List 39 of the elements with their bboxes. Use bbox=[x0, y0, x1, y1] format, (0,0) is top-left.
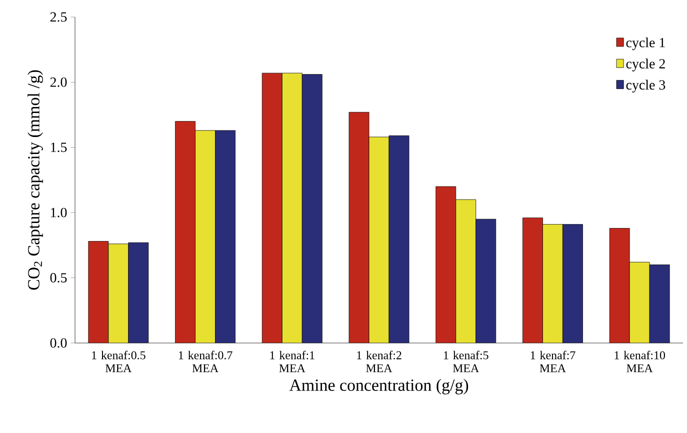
bar bbox=[195, 130, 216, 343]
bar bbox=[282, 73, 302, 343]
bar bbox=[456, 200, 476, 343]
y-tick-label: 0.5 bbox=[50, 273, 67, 283]
bar bbox=[369, 136, 390, 343]
bar bbox=[476, 219, 496, 343]
bar bbox=[562, 224, 583, 343]
bar bbox=[88, 241, 108, 343]
x-tick-label: 1 kenaf:10 MEA bbox=[614, 350, 666, 372]
bar bbox=[128, 242, 148, 343]
y-tick-label: 1.0 bbox=[51, 208, 67, 218]
bar bbox=[389, 136, 410, 343]
bar bbox=[302, 74, 322, 343]
x-tick-label: 1 kenaf:1 MEA bbox=[270, 350, 314, 372]
x-tick-label: 1 kenaf:0.7 MEA bbox=[178, 350, 232, 372]
bar bbox=[436, 186, 456, 343]
y-tick-label: 2.5 bbox=[50, 12, 67, 22]
y-tick-label: 1.5 bbox=[51, 142, 67, 152]
bar bbox=[629, 262, 650, 343]
bar bbox=[349, 112, 370, 343]
bar bbox=[108, 244, 128, 343]
bar bbox=[175, 121, 196, 343]
x-tick-label: 1 kenaf:2 MEA bbox=[357, 350, 402, 372]
x-axis-title: Amine concentration (g/g) bbox=[289, 378, 468, 394]
bar bbox=[649, 264, 670, 343]
bar bbox=[609, 228, 630, 343]
legend-label: cycle 2 bbox=[626, 58, 665, 72]
y-axis-title: CO$_{2}$ Capture capacity (mmol /g) bbox=[28, 70, 43, 290]
x-tick-label: 1 kenaf:0.5 MEA bbox=[92, 350, 146, 372]
x-tick-label: 1 kenaf:7 MEA bbox=[530, 350, 576, 372]
y-tick-label: 0.0 bbox=[50, 338, 67, 348]
legend-label: cycle 1 bbox=[626, 37, 665, 50]
bar bbox=[215, 130, 236, 343]
bar bbox=[262, 73, 282, 343]
bar bbox=[522, 218, 543, 343]
x-tick-label: 1 kenaf:5 MEA bbox=[444, 350, 488, 372]
legend-label: cycle 3 bbox=[626, 80, 666, 92]
y-tick-label: 2.0 bbox=[50, 77, 67, 87]
bar bbox=[542, 224, 563, 343]
